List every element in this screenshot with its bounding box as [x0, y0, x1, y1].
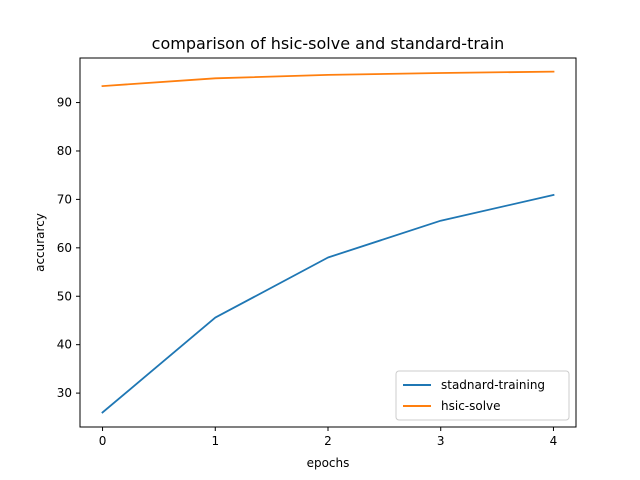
- series-line-stadnard-training: [101, 193, 555, 414]
- x-tick-label: 4: [550, 434, 558, 448]
- y-tick-label: 70: [57, 192, 72, 206]
- y-tick-label: 30: [57, 386, 72, 400]
- y-axis-label: accurarcy: [33, 213, 47, 272]
- axes: 0 1 2 3 4 30 40 50 60 70 80 90: [57, 96, 558, 448]
- y-tick-label: 50: [57, 289, 72, 303]
- legend-frame: [395, 370, 570, 421]
- plot-frame: [79, 57, 577, 428]
- y-tick-label: 60: [57, 241, 72, 255]
- x-tick-label: 3: [437, 434, 445, 448]
- x-axis-label: epochs: [307, 456, 350, 470]
- x-tick-label: 0: [99, 434, 107, 448]
- x-tick-label: 2: [324, 434, 332, 448]
- y-tick-label: 90: [57, 96, 72, 110]
- legend-label-hsic-solve: hsic-solve: [441, 399, 501, 413]
- y-tick-label: 40: [57, 338, 72, 352]
- series-layer: [101, 70, 555, 414]
- legend-label-stadnard-training: stadnard-training: [441, 378, 545, 392]
- y-tick-label: 80: [57, 144, 72, 158]
- series-line-hsic-solve: [101, 70, 555, 88]
- chart-title: comparison of hsic-solve and standard-tr…: [152, 34, 505, 53]
- legend: stadnard-training hsic-solve: [395, 370, 570, 421]
- x-tick-label: 1: [211, 434, 219, 448]
